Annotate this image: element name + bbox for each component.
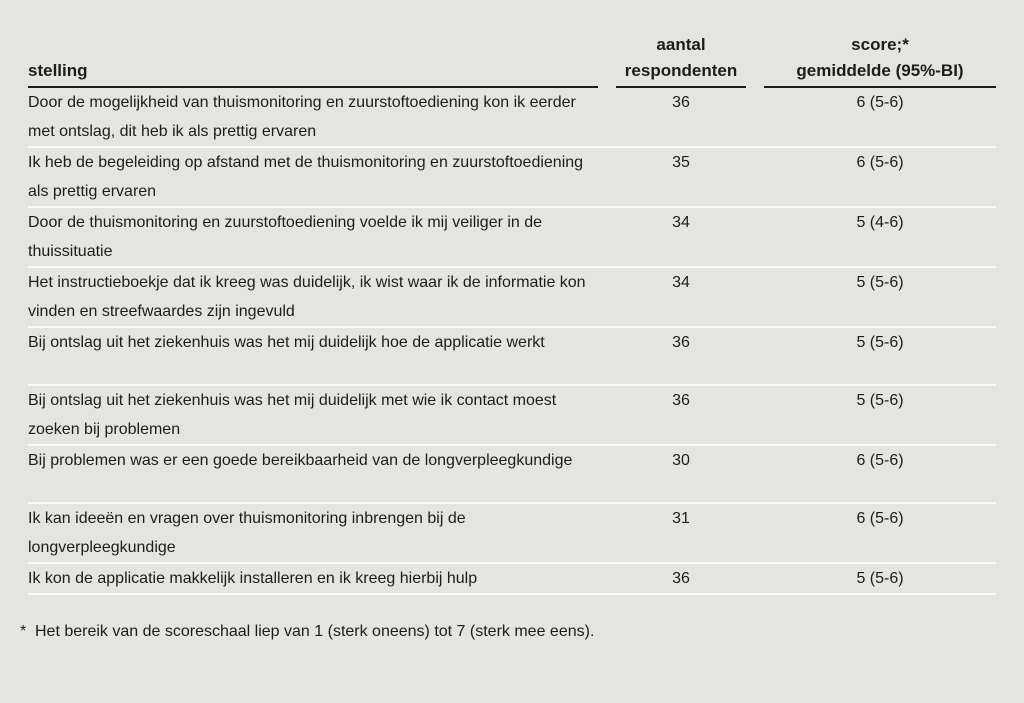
cell-stelling: Bij problemen was er een goede bereikbaa… [28,452,573,469]
table-row: Door de mogelijkheid van thuismonitoring… [28,88,996,148]
cell-aantal: 36 [672,94,690,111]
footnote-text: Het bereik van de scoreschaal liep van 1… [35,623,595,640]
cell-score: 6 (5-6) [856,94,904,111]
table-row: Door de thuismonitoring en zuurstoftoedi… [28,208,996,268]
cell-score: 5 (5-6) [856,334,904,351]
cell-stelling: Ik heb de begeleiding op afstand met de … [28,154,584,200]
cell-aantal: 35 [672,154,690,171]
table-header-row: stelling aantal respondenten score;* gem… [28,30,996,88]
cell-aantal: 36 [672,334,690,351]
table-row: Het instructieboekje dat ik kreeg was du… [28,268,996,328]
survey-table-figure: stelling aantal respondenten score;* gem… [20,30,996,643]
column-header-aantal-respondenten: aantal respondenten [616,30,746,88]
cell-score: 5 (5-6) [856,570,904,587]
cell-score: 5 (4-6) [856,214,904,231]
column-header-stelling: stelling [28,30,598,88]
table-row: Bij problemen was er een goede bereikbaa… [28,446,996,504]
cell-stelling: Bij ontslag uit het ziekenhuis was het m… [28,334,545,351]
cell-stelling: Bij ontslag uit het ziekenhuis was het m… [28,392,557,438]
cell-aantal: 36 [672,392,690,409]
cell-score: 6 (5-6) [856,510,904,527]
cell-score: 6 (5-6) [856,154,904,171]
header-score-line2: gemiddelde (95%-BI) [796,61,964,80]
cell-aantal: 34 [672,274,690,291]
table-footnote: * Het bereik van de scoreschaal liep van… [20,621,996,643]
cell-aantal: 36 [672,570,690,587]
table-row: Bij ontslag uit het ziekenhuis was het m… [28,328,996,386]
cell-aantal: 31 [672,510,690,527]
header-stelling-label: stelling [28,61,88,80]
footnote-asterisk: * [20,623,27,640]
cell-score: 5 (5-6) [856,392,904,409]
cell-score: 5 (5-6) [856,274,904,291]
cell-score: 6 (5-6) [856,452,904,469]
table-row: Ik kan ideeën en vragen over thuismonito… [28,504,996,564]
cell-aantal: 30 [672,452,690,469]
cell-stelling: Ik kan ideeën en vragen over thuismonito… [28,510,466,556]
column-header-score: score;* gemiddelde (95%-BI) [764,30,996,88]
header-score-line1: score;* [851,35,909,54]
table-row: Bij ontslag uit het ziekenhuis was het m… [28,386,996,446]
header-aantal-line1: aantal [656,35,706,54]
table-row: Ik heb de begeleiding op afstand met de … [28,148,996,208]
cell-stelling: Ik kon de applicatie makkelijk installer… [28,570,478,587]
cell-aantal: 34 [672,214,690,231]
table-row: Ik kon de applicatie makkelijk installer… [28,564,996,595]
header-aantal-line2: respondenten [624,61,738,80]
cell-stelling: Het instructieboekje dat ik kreeg was du… [28,274,586,320]
cell-stelling: Door de mogelijkheid van thuismonitoring… [28,94,576,140]
cell-stelling: Door de thuismonitoring en zuurstoftoedi… [28,214,543,260]
